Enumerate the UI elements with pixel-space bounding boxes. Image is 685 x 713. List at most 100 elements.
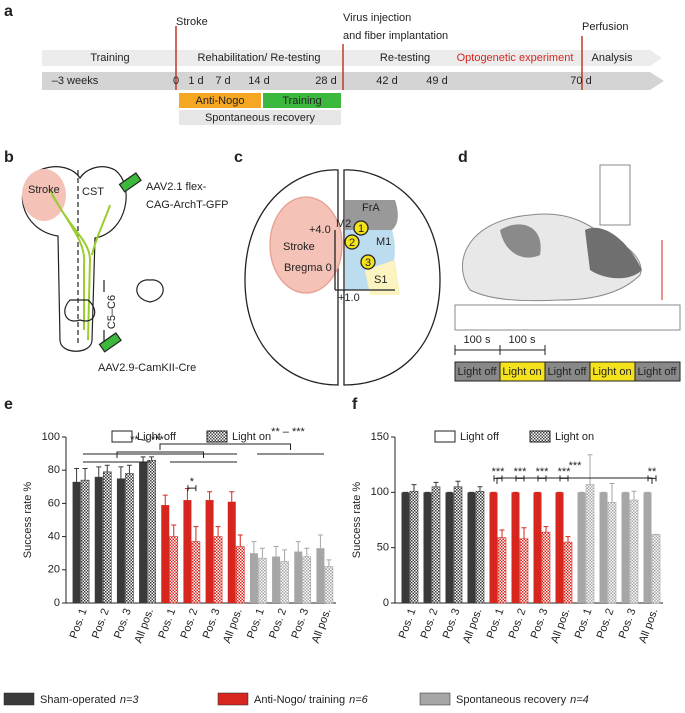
bar [316, 548, 325, 603]
time-label: 7 d [215, 75, 230, 87]
time-label: –3 weeks [52, 75, 99, 87]
protocol-label: Light on [502, 366, 541, 378]
site [360, 254, 376, 270]
bar [489, 492, 498, 603]
protocol: 100 s 100 s Light off Light on Light off… [454, 334, 681, 382]
x-tick-label: All pos. [310, 607, 334, 645]
annotation: *** [514, 466, 528, 478]
error-bar [259, 547, 265, 559]
bar [94, 476, 103, 603]
bar [280, 561, 289, 604]
error-bar [229, 491, 235, 502]
bar [533, 492, 542, 603]
error-bar [193, 526, 199, 542]
x-tick-label: Pos. 1 [397, 607, 419, 640]
site [344, 234, 360, 250]
bar [125, 473, 134, 604]
label: S1 [374, 274, 387, 286]
x-tick-label: Pos. 2 [179, 607, 201, 640]
legend-label: Light on [555, 431, 594, 443]
error-bar [304, 547, 310, 557]
bar [147, 459, 156, 604]
protocol-label: Light on [592, 366, 631, 378]
brain-schematic [244, 169, 441, 386]
x-tick-label: All pos. [637, 607, 661, 645]
bar [643, 492, 652, 603]
s1-area [365, 260, 400, 295]
timeline: Stroke Virus injection and fiber implant… [42, 12, 664, 125]
bar [116, 478, 125, 603]
x-tick-label: All pos. [461, 607, 485, 645]
label: CAG-ArchT-GFP [146, 199, 229, 211]
annotation-bracket [496, 477, 653, 484]
legend-swatch [434, 430, 456, 443]
time-label: 42 d [376, 75, 397, 87]
y-axis-label: Success rate % [351, 482, 363, 559]
bar [453, 486, 463, 604]
x-tick-label: Pos. 3 [617, 607, 639, 640]
label: Stroke [28, 184, 60, 196]
error-bar [543, 526, 549, 533]
bar [205, 500, 214, 603]
legend-label: Light off [460, 431, 500, 443]
legend-swatch [419, 692, 451, 706]
section-icon [136, 279, 164, 303]
x-tick-label: Pos. 1 [573, 607, 595, 640]
treatment-label: Training [282, 95, 321, 107]
y-tick-label: 80 [48, 464, 60, 476]
annotation: *** [569, 460, 583, 472]
error-bar [118, 466, 124, 479]
label: 3 [365, 257, 371, 269]
panel-label: a [4, 3, 13, 20]
error-bar [282, 549, 288, 562]
label: AAV2.1 flex- [146, 181, 207, 193]
bar [227, 501, 236, 603]
group-name: Spontaneous recovery [456, 694, 567, 706]
bar [519, 538, 529, 604]
error-bar [215, 526, 221, 537]
error-bar [162, 494, 168, 506]
error-bar [477, 486, 483, 492]
bar [272, 556, 281, 603]
label: M2 [336, 218, 351, 230]
legend-label: Light on [232, 431, 271, 443]
bar [302, 556, 312, 604]
label: AAV2.9-CamKII-Cre [98, 362, 196, 374]
x-tick-label: Pos. 3 [529, 607, 551, 640]
x-tick-label: All pos. [549, 607, 573, 645]
error-bar [149, 456, 155, 461]
phase-label: Optogenetic experiment [457, 52, 574, 64]
annotation-bracket [83, 443, 324, 455]
group-count: n=6 [349, 694, 369, 706]
panel-label: d [458, 149, 468, 166]
treatment-label: Spontaneous recovery [205, 112, 316, 124]
error-bar [96, 466, 102, 477]
x-tick-label: Pos. 3 [201, 607, 223, 640]
bar [161, 505, 170, 603]
legend-label: Spontaneous recovery n=4 [456, 694, 589, 706]
protocol-label: Light off [638, 366, 678, 378]
panel-label: e [4, 396, 13, 413]
error-bar [565, 536, 571, 543]
hemisphere [244, 169, 339, 386]
error-bar [207, 491, 213, 501]
x-tick-label: Pos. 1 [156, 607, 178, 640]
bar [475, 490, 485, 604]
time-bar [42, 72, 664, 90]
rat-head [585, 227, 642, 279]
y-tick-label: 20 [48, 564, 60, 576]
error-bar [521, 527, 527, 539]
error-bar [104, 464, 110, 472]
phase-label: Training [90, 52, 129, 64]
rat-setup [454, 164, 681, 331]
bar [258, 557, 267, 604]
x-tick-label: Pos. 1 [245, 607, 267, 640]
error-bar [587, 454, 593, 485]
bar [191, 541, 201, 604]
x-tick-label: Pos. 2 [419, 607, 441, 640]
rat-patch [500, 224, 541, 258]
stroke-area [22, 169, 66, 221]
treatment-box [179, 93, 261, 108]
bar [213, 536, 223, 604]
annotation: ** – *** [130, 434, 164, 446]
